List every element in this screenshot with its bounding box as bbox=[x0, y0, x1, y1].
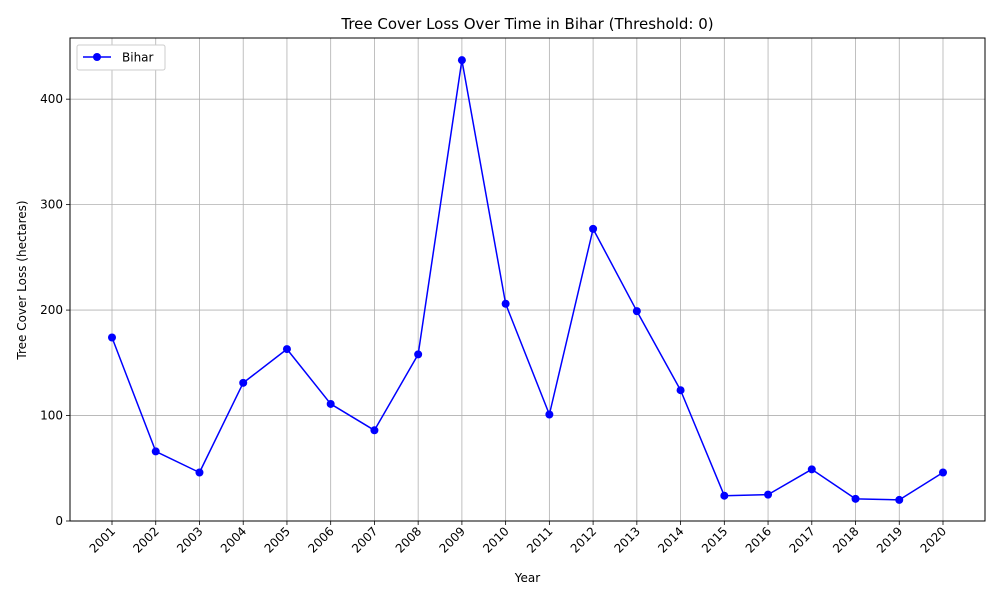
data-point bbox=[151, 447, 160, 456]
plot-frame bbox=[69, 37, 986, 522]
series-line bbox=[111, 59, 944, 501]
x-tick-label: 2008 bbox=[393, 524, 424, 555]
y-axis-label: Tree Cover Loss (hectares) bbox=[15, 200, 29, 360]
x-tick-label: 2007 bbox=[349, 524, 380, 555]
x-tick-label: 2004 bbox=[218, 524, 249, 555]
x-axis-label: Year bbox=[514, 571, 540, 585]
x-tick-label: 2011 bbox=[524, 524, 555, 555]
data-point bbox=[545, 410, 554, 419]
x-tick-label: 2003 bbox=[174, 524, 205, 555]
data-point bbox=[720, 491, 729, 500]
data-point bbox=[108, 333, 116, 342]
x-tick-label: 2002 bbox=[130, 524, 161, 555]
axis-ticks: 2001 2002 2003 2004 2005 2006 2007 2008 2009 2010… bbox=[40, 92, 949, 556]
data-point bbox=[282, 345, 291, 354]
x-tick-label: 2017 bbox=[786, 524, 817, 555]
data-point bbox=[764, 490, 773, 499]
x-tick-label: 2010 bbox=[480, 524, 511, 555]
x-tick-label: 2009 bbox=[437, 524, 468, 555]
y-tick-label: 0 bbox=[55, 514, 63, 528]
x-tick-label: 2019 bbox=[874, 524, 905, 555]
legend-box bbox=[76, 44, 166, 71]
y-tick-label: 300 bbox=[40, 198, 63, 212]
x-tick-label: 2001 bbox=[87, 524, 118, 555]
data-point bbox=[676, 386, 685, 395]
x-tick-label: 2014 bbox=[655, 524, 686, 555]
grid bbox=[70, 38, 985, 522]
chart-title: Tree Cover Loss Over Time in Bihar (Thre… bbox=[340, 15, 713, 33]
legend-label: Bihar bbox=[122, 51, 154, 65]
x-tick-label: 2005 bbox=[262, 524, 293, 555]
data-point bbox=[239, 378, 248, 387]
x-tick-label: 2013 bbox=[611, 524, 642, 555]
data-point bbox=[851, 494, 860, 503]
y-tick-label: 100 bbox=[40, 409, 63, 423]
legend: Bihar bbox=[76, 44, 166, 71]
data-point bbox=[632, 307, 641, 316]
data-point bbox=[807, 465, 816, 474]
x-tick-label: 2015 bbox=[699, 524, 730, 555]
data-point bbox=[414, 350, 423, 359]
x-tick-label: 2016 bbox=[743, 524, 774, 555]
data-point bbox=[895, 495, 904, 504]
y-tick-label: 400 bbox=[40, 92, 63, 106]
series-layer bbox=[108, 56, 947, 504]
data-point bbox=[501, 299, 510, 308]
x-tick-label: 2006 bbox=[305, 524, 336, 555]
data-point bbox=[326, 399, 335, 408]
data-point bbox=[370, 426, 379, 435]
data-point bbox=[589, 224, 598, 233]
x-tick-label: 2018 bbox=[830, 524, 861, 555]
x-tick-label: 2012 bbox=[568, 524, 599, 555]
data-point bbox=[939, 468, 947, 477]
y-tick-label: 200 bbox=[40, 303, 63, 317]
legend-marker bbox=[93, 53, 101, 61]
x-tick-label: 2020 bbox=[918, 524, 949, 555]
data-point bbox=[457, 56, 466, 65]
data-point bbox=[195, 468, 204, 477]
